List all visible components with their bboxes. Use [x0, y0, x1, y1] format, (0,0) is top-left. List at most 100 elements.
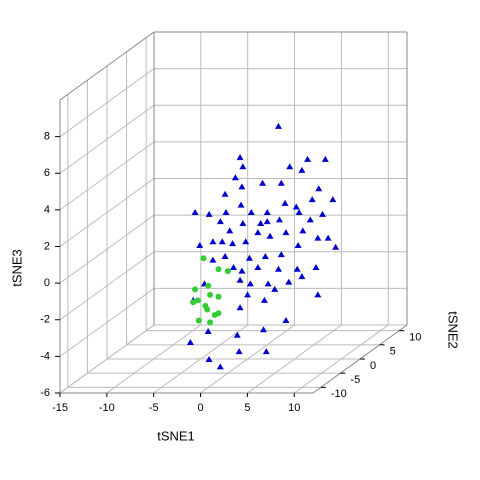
point — [293, 265, 301, 272]
y-tick-label: -5 — [350, 374, 360, 386]
z-tick-label: -2 — [40, 314, 50, 326]
point — [286, 163, 294, 170]
grid-line — [59, 251, 155, 321]
point — [319, 210, 327, 217]
point — [254, 263, 262, 270]
point — [247, 209, 255, 215]
point — [298, 273, 306, 280]
point — [271, 285, 279, 292]
point — [200, 255, 207, 262]
point — [308, 196, 316, 203]
point — [207, 291, 214, 298]
point — [261, 252, 269, 259]
point — [274, 265, 282, 272]
z-tick-label: -4 — [40, 350, 50, 362]
point — [324, 234, 332, 241]
point — [263, 218, 271, 225]
point — [216, 363, 224, 370]
point — [222, 209, 230, 215]
point — [264, 280, 272, 287]
point — [205, 210, 213, 217]
point — [236, 304, 244, 311]
point — [259, 179, 267, 186]
point — [312, 263, 320, 270]
point — [239, 219, 247, 226]
x-tick-label: 0 — [197, 402, 203, 414]
point — [292, 203, 300, 210]
point — [186, 339, 194, 346]
point — [216, 218, 224, 225]
x-tick-label: 10 — [288, 402, 300, 414]
point — [242, 238, 250, 245]
grid-line — [59, 214, 155, 284]
x-tick-label: -10 — [99, 402, 115, 414]
box-edge — [59, 31, 155, 101]
point — [299, 227, 307, 234]
point — [321, 155, 329, 162]
point — [204, 328, 212, 335]
point — [230, 263, 237, 270]
y-tick-label: -10 — [331, 388, 347, 400]
z-tick-label: 8 — [44, 131, 50, 143]
z-tick-label: -6 — [40, 387, 50, 399]
point — [239, 163, 247, 170]
point — [257, 219, 265, 226]
point — [205, 356, 213, 363]
z-tick-label: 6 — [44, 167, 50, 179]
point — [221, 190, 229, 197]
point — [215, 310, 222, 317]
grid-line — [59, 104, 155, 174]
point — [294, 241, 302, 248]
z-tick-label: 4 — [44, 204, 50, 216]
point — [238, 267, 246, 274]
x-tick-label: -5 — [149, 402, 159, 414]
point — [236, 154, 244, 161]
grid-line — [59, 141, 155, 211]
point — [237, 201, 245, 208]
point — [260, 296, 268, 303]
point — [233, 331, 241, 338]
z-axis-label: tSNE3 — [9, 249, 24, 287]
point — [221, 252, 229, 259]
point — [263, 209, 271, 215]
point — [235, 348, 243, 355]
point — [229, 240, 237, 247]
point — [245, 254, 253, 261]
y-axis-label: tSNE2 — [446, 311, 461, 349]
grid-line — [59, 324, 155, 394]
point — [238, 183, 246, 190]
point — [205, 282, 212, 289]
point — [314, 234, 322, 241]
point — [215, 266, 222, 273]
point — [209, 238, 217, 245]
point — [281, 199, 289, 206]
point — [282, 229, 290, 236]
point — [226, 227, 234, 234]
point — [315, 185, 323, 192]
point — [196, 241, 204, 248]
z-tick-label: 0 — [44, 277, 50, 289]
point — [259, 326, 267, 333]
point — [275, 216, 283, 223]
point — [190, 299, 197, 306]
point — [274, 122, 282, 129]
x-tick-label: -15 — [52, 402, 68, 414]
point — [224, 268, 231, 275]
point — [277, 179, 285, 186]
point — [218, 238, 226, 245]
grid-line — [59, 287, 155, 357]
point — [282, 317, 290, 324]
y-tick-label: 10 — [409, 332, 421, 344]
point — [304, 155, 312, 162]
z-tick-label: 2 — [44, 240, 50, 252]
point — [244, 291, 252, 298]
grid-line — [59, 68, 155, 138]
point — [295, 209, 303, 215]
point — [191, 209, 199, 215]
y-tick-label: 0 — [370, 360, 376, 372]
point — [194, 297, 201, 304]
point — [262, 348, 270, 355]
point — [209, 256, 217, 263]
y-tick-label: 5 — [390, 346, 396, 358]
